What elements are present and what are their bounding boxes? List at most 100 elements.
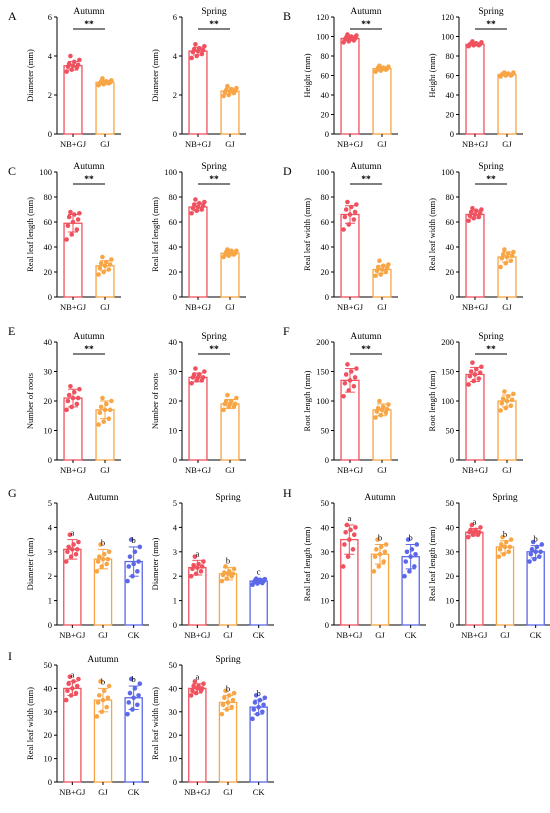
x-tick-label: NB+GJ — [185, 465, 212, 475]
y-axis-label: Diameter (mm) — [150, 538, 160, 591]
y-tick-label: 40 — [446, 90, 455, 100]
data-point — [348, 369, 354, 374]
chart-I-autumn: I Autumn 0 10 20 30 40 50 Real leaf width (mm) NB… — [8, 649, 149, 797]
chart-D-spring: Spring 0 20 40 60 80 100 Real leaf width (mm) NB… — [427, 162, 523, 312]
panel-letter: E — [8, 324, 15, 338]
data-point — [130, 573, 135, 579]
data-point — [507, 544, 513, 550]
data-point — [126, 700, 132, 705]
data-point — [351, 383, 357, 389]
data-point — [502, 70, 507, 75]
data-point — [127, 690, 133, 696]
data-point — [94, 714, 100, 719]
data-point — [131, 695, 136, 701]
data-point — [190, 566, 195, 572]
significance-letter: b — [378, 532, 382, 542]
significance-letter: a — [472, 517, 476, 527]
data-point — [75, 395, 81, 401]
data-point — [68, 554, 74, 559]
data-point — [377, 398, 382, 404]
y-tick-label: 60 — [169, 217, 178, 227]
y-tick-label: 100 — [39, 167, 52, 177]
data-point — [106, 683, 112, 689]
data-point — [194, 53, 200, 59]
data-point — [348, 527, 353, 533]
data-point — [202, 369, 207, 374]
data-point — [405, 537, 411, 542]
data-point — [100, 76, 105, 81]
y-tick-label: 20 — [321, 110, 330, 120]
data-point — [199, 686, 205, 691]
data-point — [69, 67, 75, 72]
bar-gj — [95, 81, 115, 135]
x-tick-label: GJ — [100, 465, 110, 475]
y-tick-label: 2 — [48, 90, 52, 100]
y-tick-label: 150 — [316, 367, 329, 377]
y-tick-label: 150 — [441, 367, 454, 377]
data-point — [131, 561, 136, 567]
y-tick-label: 10 — [446, 596, 455, 606]
data-point — [538, 549, 543, 555]
y-tick-label: 120 — [316, 12, 329, 22]
data-point — [128, 537, 134, 542]
y-tick-label: 50 — [44, 660, 53, 670]
data-point — [225, 247, 230, 252]
y-tick-label: 0 — [450, 292, 454, 302]
x-tick-label: NB+GJ — [462, 139, 489, 149]
data-point — [253, 693, 259, 698]
y-tick-label: 40 — [321, 242, 330, 252]
data-point — [468, 209, 474, 215]
data-point — [98, 679, 103, 684]
chart-title: Autumn — [350, 332, 381, 342]
data-point — [503, 260, 509, 266]
data-point — [226, 693, 232, 698]
data-point — [498, 264, 503, 270]
data-point — [107, 407, 113, 413]
y-tick-label: 80 — [169, 192, 178, 202]
significance-letter: a — [195, 548, 199, 558]
data-point — [511, 249, 516, 255]
data-point — [66, 544, 71, 550]
data-point — [225, 392, 230, 398]
data-point — [228, 248, 234, 254]
data-point — [252, 700, 258, 705]
x-tick-label: NB+GJ — [462, 302, 489, 312]
y-tick-label: 40 — [169, 337, 178, 347]
data-point — [69, 232, 75, 237]
data-point — [403, 559, 409, 564]
significance-stars: ** — [486, 345, 496, 355]
data-point — [196, 561, 201, 567]
y-tick-label: 1 — [173, 596, 177, 606]
chart-title: Autumn — [73, 332, 104, 342]
data-point — [196, 200, 202, 206]
data-point — [234, 395, 239, 401]
data-point — [508, 537, 514, 542]
data-point — [202, 43, 207, 49]
data-point — [503, 405, 509, 411]
data-point — [109, 78, 114, 83]
data-point — [109, 398, 114, 404]
y-axis-label: Diameter (mm) — [150, 49, 160, 102]
x-tick-label: GJ — [377, 302, 387, 312]
data-point — [375, 537, 380, 542]
x-tick-label: NB+GJ — [185, 139, 212, 149]
data-point — [478, 525, 483, 530]
data-point — [199, 207, 205, 212]
y-tick-label: 20 — [446, 110, 455, 120]
data-point — [345, 362, 350, 367]
data-point — [230, 571, 236, 577]
data-point — [97, 554, 102, 559]
data-point — [189, 210, 194, 216]
data-point — [127, 554, 133, 559]
x-tick-label: NB+GJ — [60, 465, 87, 475]
y-tick-label: 100 — [164, 167, 177, 177]
y-tick-label: 30 — [44, 367, 53, 377]
y-tick-label: 20 — [44, 730, 53, 740]
data-point — [95, 700, 101, 705]
data-point — [196, 372, 202, 377]
y-tick-label: 40 — [169, 683, 178, 693]
data-point — [223, 398, 229, 404]
y-tick-label: 2 — [173, 571, 177, 581]
data-point — [343, 372, 349, 377]
data-point — [100, 556, 106, 562]
